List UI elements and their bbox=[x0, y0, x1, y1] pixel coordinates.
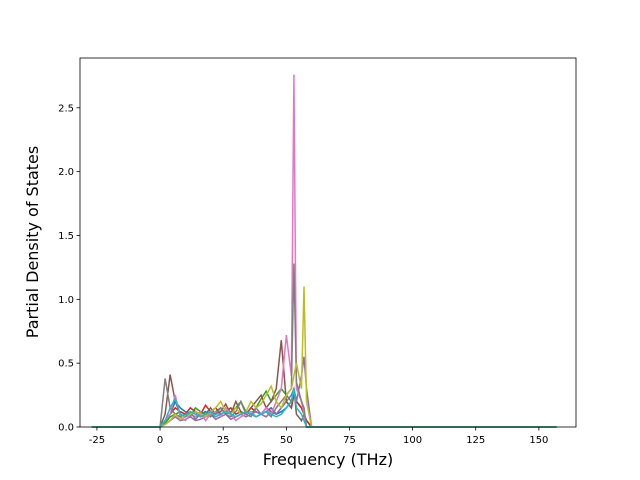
x-axis-label: Frequency (THz) bbox=[263, 450, 393, 469]
y-axis-label: Partial Density of States bbox=[23, 146, 42, 338]
x-tick-label: 150 bbox=[529, 435, 548, 446]
x-tick-label: 25 bbox=[217, 435, 230, 446]
x-tick-label: 75 bbox=[343, 435, 356, 446]
plot-frame bbox=[79, 57, 577, 428]
x-tick-label: 0 bbox=[157, 435, 163, 446]
x-tick-label: 50 bbox=[280, 435, 293, 446]
y-tick-label: 0.0 bbox=[58, 423, 74, 434]
y-tick-label: 1.5 bbox=[58, 231, 74, 242]
x-tick-label: -25 bbox=[89, 435, 105, 446]
data-line bbox=[91, 388, 557, 428]
y-tick-label: 2.0 bbox=[58, 167, 74, 178]
y-tick-label: 2.5 bbox=[58, 103, 74, 114]
data-line bbox=[91, 74, 557, 428]
y-tick-label: 0.5 bbox=[58, 359, 74, 370]
x-tick-label: 125 bbox=[466, 435, 485, 446]
x-tick-label: 100 bbox=[403, 435, 422, 446]
y-tick-label: 1.0 bbox=[58, 295, 74, 306]
data-line bbox=[91, 263, 557, 428]
